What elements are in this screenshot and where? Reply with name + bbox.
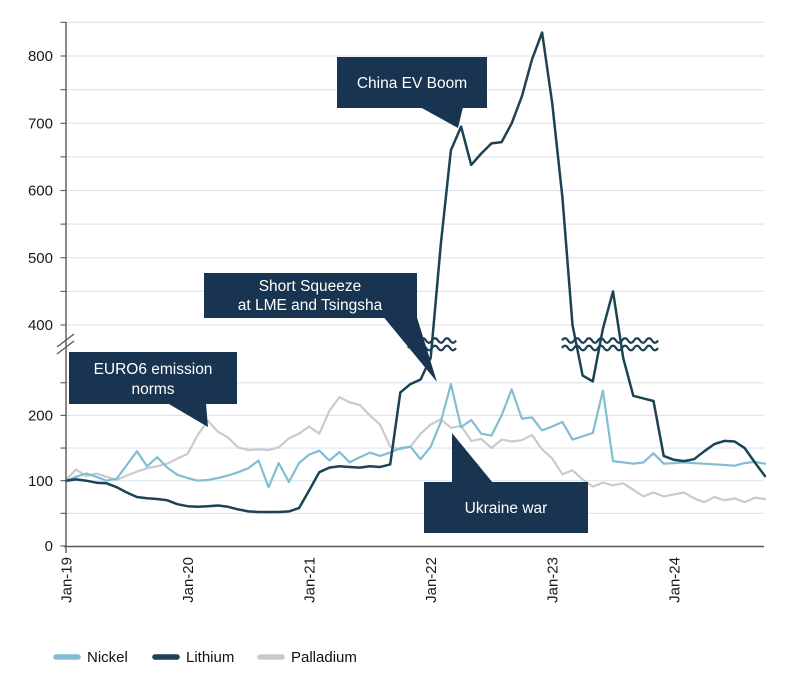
x-tick-label: Jan-24 [666, 557, 683, 603]
annotation-label-line1: EURO6 emission [94, 361, 213, 378]
callout-pointer [168, 403, 208, 427]
callout-pointer [384, 317, 437, 382]
y-tick-label: 700 [28, 115, 53, 132]
x-tick-label: Jan-23 [545, 557, 562, 603]
data-series [64, 31, 767, 514]
wavy-break-icon [561, 337, 659, 344]
series-line-palladium [64, 396, 767, 504]
callout-box [69, 352, 237, 404]
axis-break-slash-icon [56, 340, 75, 355]
axis-ticks [60, 21, 66, 547]
y-tick-label: 600 [28, 183, 53, 200]
callout-box [204, 273, 417, 318]
x-tick-label: Jan-19 [59, 557, 76, 603]
annotation-label: Ukraine war [465, 500, 548, 517]
callout-box [337, 57, 487, 108]
legend-label-palladium: Palladium [291, 649, 357, 666]
annotation-short-squeeze: Short Squeeze at LME and Tsingsha [204, 273, 437, 382]
wavy-break-icon [561, 344, 659, 352]
callout-pointer [420, 107, 463, 128]
annotation-label-line2: at LME and Tsingsha [238, 297, 383, 314]
y-tick-label: 0 [45, 538, 53, 555]
y-tick-label: 400 [28, 317, 53, 334]
x-tick-label: Jan-20 [180, 557, 197, 603]
series-line-nickel [64, 383, 767, 489]
axis-break-slash-icon [56, 333, 75, 348]
y-tick-label: 200 [28, 408, 53, 425]
y-tick-label: 500 [28, 250, 53, 267]
legend-label-lithium: Lithium [186, 649, 234, 666]
legend: Nickel Lithium Palladium [53, 649, 357, 666]
annotation-label-line1: Short Squeeze [259, 278, 362, 295]
annotation-label: China EV Boom [357, 75, 467, 92]
x-tick-label: Jan-22 [423, 557, 440, 603]
axes [56, 22, 764, 553]
annotation-china-ev-boom: China EV Boom [337, 57, 487, 128]
annotation-ukraine-war: Ukraine war [424, 433, 588, 533]
legend-label-nickel: Nickel [87, 649, 128, 666]
series-line-lithium [64, 31, 767, 514]
callout-box [424, 482, 588, 533]
legend-item-palladium: Palladium [257, 649, 357, 666]
y-tick-label: 100 [28, 473, 53, 490]
x-tick-label: Jan-21 [302, 557, 319, 603]
legend-item-nickel: Nickel [53, 649, 128, 666]
callout-pointer [452, 433, 493, 483]
legend-item-lithium: Lithium [152, 649, 234, 666]
annotation-label-line2: norms [131, 381, 174, 398]
y-tick-label: 800 [28, 48, 53, 65]
axis-labels: 0 100 200 400 500 600 700 800 Jan-19 Jan-20 Jan-21… [28, 48, 683, 603]
annotation-euro6: EURO6 emission norms [69, 352, 237, 427]
